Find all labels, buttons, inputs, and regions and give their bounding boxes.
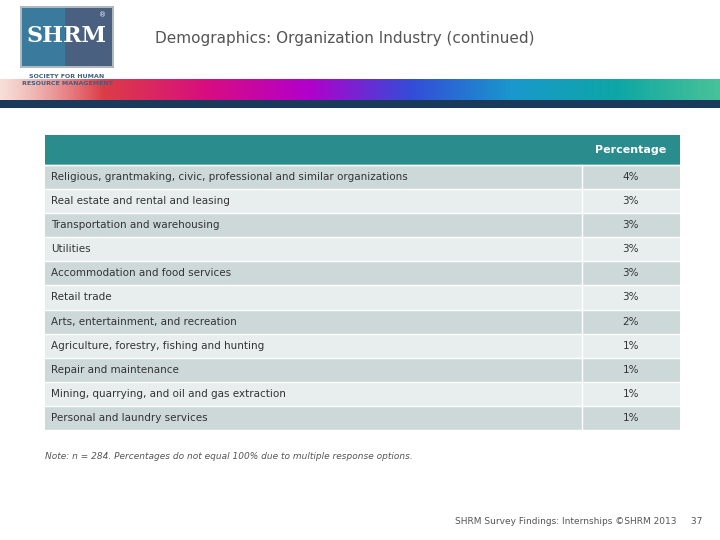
Bar [45, 237, 582, 261]
Text: SHRM: SHRM [27, 25, 107, 47]
Text: Demographics: Organization Industry (continued): Demographics: Organization Industry (con… [155, 30, 534, 45]
Bar [45, 406, 582, 430]
Text: Agriculture, forestry, fishing and hunting: Agriculture, forestry, fishing and hunti… [51, 341, 264, 350]
Bar [582, 309, 680, 334]
Bar [582, 286, 680, 309]
Bar [45, 286, 582, 309]
Text: Real estate and rental and leasing: Real estate and rental and leasing [51, 196, 230, 206]
Bar [45, 135, 582, 165]
Bar [582, 213, 680, 237]
Text: 1%: 1% [623, 365, 639, 375]
Text: Retail trade: Retail trade [51, 293, 112, 302]
Text: Religious, grantmaking, civic, professional and similar organizations: Religious, grantmaking, civic, professio… [51, 172, 408, 182]
Text: Utilities: Utilities [51, 244, 91, 254]
Text: SHRM Survey Findings: Internships ©SHRM 2013     37: SHRM Survey Findings: Internships ©SHRM … [454, 517, 702, 526]
Text: ®: ® [99, 12, 107, 18]
Text: Mining, quarrying, and oil and gas extraction: Mining, quarrying, and oil and gas extra… [51, 389, 286, 399]
Bar [582, 135, 680, 165]
Text: 1%: 1% [623, 389, 639, 399]
Text: Percentage: Percentage [595, 145, 667, 155]
Text: 1%: 1% [623, 413, 639, 423]
Text: 3%: 3% [623, 196, 639, 206]
Text: Arts, entertainment, and recreation: Arts, entertainment, and recreation [51, 316, 237, 327]
Text: RESOURCE MANAGEMENT: RESOURCE MANAGEMENT [22, 81, 112, 86]
Text: Personal and laundry services: Personal and laundry services [51, 413, 207, 423]
Text: 3%: 3% [623, 244, 639, 254]
Bar [45, 261, 582, 286]
Bar [45, 334, 582, 357]
Text: 3%: 3% [623, 293, 639, 302]
Bar [45, 213, 582, 237]
Bar [20, 6, 114, 68]
Bar [582, 334, 680, 357]
Text: Accommodation and food services: Accommodation and food services [51, 268, 231, 279]
Bar [66, 8, 112, 66]
Text: 1%: 1% [623, 341, 639, 350]
Bar [582, 189, 680, 213]
Bar [45, 357, 582, 382]
Text: Note: n = 284. Percentages do not equal 100% due to multiple response options.: Note: n = 284. Percentages do not equal … [45, 452, 413, 461]
Text: 3%: 3% [623, 220, 639, 230]
Bar [582, 382, 680, 406]
Bar [45, 189, 582, 213]
Text: Transportation and warehousing: Transportation and warehousing [51, 220, 220, 230]
Bar [45, 165, 582, 189]
Bar [582, 237, 680, 261]
Bar [582, 406, 680, 430]
Text: 2%: 2% [623, 316, 639, 327]
Bar [582, 261, 680, 286]
Bar [582, 357, 680, 382]
Bar [22, 8, 66, 66]
Bar [45, 382, 582, 406]
Text: 4%: 4% [623, 172, 639, 182]
Text: Repair and maintenance: Repair and maintenance [51, 365, 179, 375]
Bar [582, 165, 680, 189]
Text: 3%: 3% [623, 268, 639, 279]
Bar [45, 309, 582, 334]
Text: SOCIETY FOR HUMAN: SOCIETY FOR HUMAN [30, 74, 104, 79]
Bar [0, 100, 720, 108]
